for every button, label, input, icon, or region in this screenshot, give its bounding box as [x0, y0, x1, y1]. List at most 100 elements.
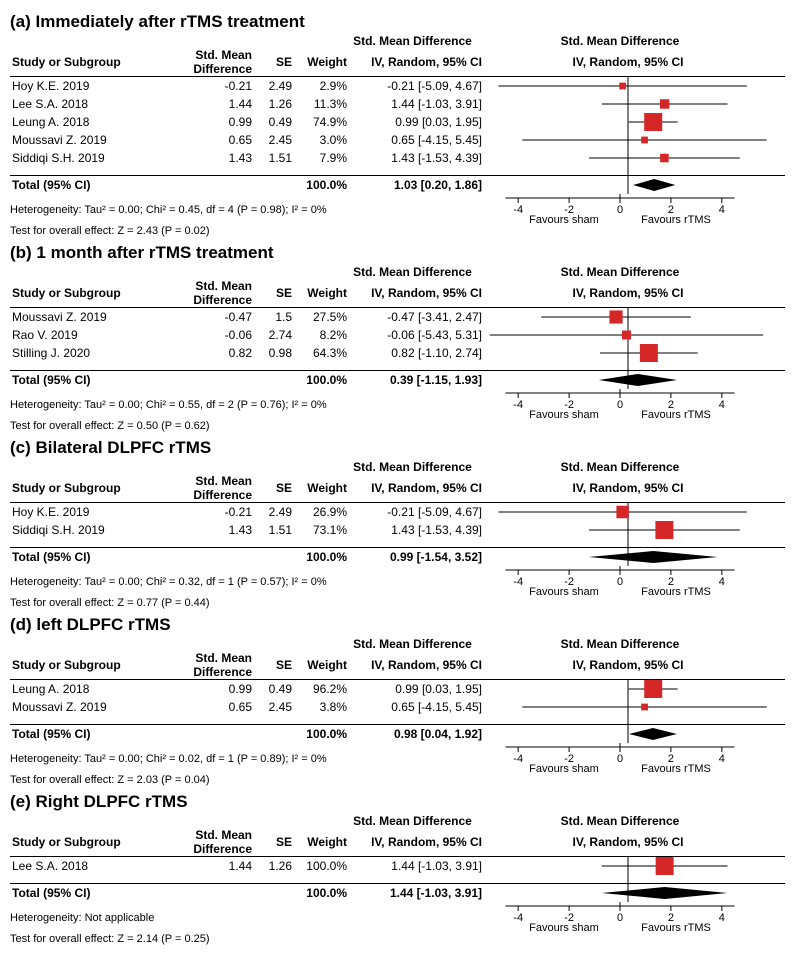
smd-value: -0.06: [142, 328, 252, 342]
study-row: Hoy K.E. 2019 -0.21 2.49 2.9% -0.21 [-5.…: [10, 77, 785, 95]
column-headers: Study or Subgroup Std. Mean Difference S…: [10, 651, 785, 680]
smd-value: 0.82: [142, 346, 252, 360]
study-label: Rao V. 2019: [10, 328, 142, 342]
ci-text: -0.06 [-5.43, 5.31]: [347, 328, 488, 342]
forest-row-plot: [488, 95, 768, 113]
svg-text:4: 4: [719, 204, 725, 216]
se-value: 0.49: [252, 115, 292, 129]
forest-diamond: [488, 176, 768, 194]
se-value: 2.45: [252, 700, 292, 714]
se-value: 2.74: [252, 328, 292, 342]
forest-row-plot: [488, 521, 768, 539]
heterogeneity-row: Heterogeneity: Tau² = 0.00; Chi² = 0.02,…: [10, 743, 785, 773]
total-row: Total (95% CI) 100.0% 0.39 [-1.15, 1.93]: [10, 370, 785, 389]
ci-text: 0.99 [0.03, 1.95]: [347, 682, 488, 696]
svg-text:4: 4: [719, 753, 725, 765]
total-row: Total (95% CI) 100.0% 0.99 [-1.54, 3.52]: [10, 547, 785, 566]
study-row: Rao V. 2019 -0.06 2.74 8.2% -0.06 [-5.43…: [10, 326, 785, 344]
overall-test-row: Test for overall effect: Z = 2.03 (P = 0…: [10, 773, 785, 786]
forest-diamond: [488, 725, 768, 743]
forest-panel-c: (c) Bilateral DLPFC rTMS Std. Mean Diffe…: [10, 438, 785, 609]
weight-value: 2.9%: [292, 79, 347, 93]
smd-value: 0.65: [142, 700, 252, 714]
total-row: Total (95% CI) 100.0% 1.44 [-1.03, 3.91]: [10, 883, 785, 902]
svg-text:-4: -4: [513, 912, 523, 924]
weight-value: 96.2%: [292, 682, 347, 696]
weight-value: 74.9%: [292, 115, 347, 129]
smd-value: 1.43: [142, 151, 252, 165]
svg-text:-4: -4: [513, 576, 523, 588]
study-label: Leung A. 2018: [10, 682, 142, 696]
svg-text:Favours rTMS: Favours rTMS: [641, 214, 711, 224]
weight-value: 3.8%: [292, 700, 347, 714]
forest-row-plot: [488, 113, 768, 131]
smd-value: 1.43: [142, 523, 252, 537]
se-value: 0.49: [252, 682, 292, 696]
spacer-row: [10, 875, 785, 883]
forest-row-plot: [488, 131, 768, 149]
se-value: 0.98: [252, 346, 292, 360]
weight-value: 11.3%: [292, 97, 347, 111]
smd-value: -0.47: [142, 310, 252, 324]
weight-value: 3.0%: [292, 133, 347, 147]
spacer-row: [10, 167, 785, 175]
study-row: Moussavi Z. 2019 0.65 2.45 3.0% 0.65 [-4…: [10, 131, 785, 149]
study-label: Siddiqi S.H. 2019: [10, 151, 142, 165]
column-headers: Study or Subgroup Std. Mean Difference S…: [10, 474, 785, 503]
study-row: Siddiqi S.H. 2019 1.43 1.51 73.1% 1.43 […: [10, 521, 785, 539]
forest-panel-d: (d) left DLPFC rTMS Std. Mean Difference…: [10, 615, 785, 786]
heterogeneity-row: Heterogeneity: Tau² = 0.00; Chi² = 0.45,…: [10, 194, 785, 224]
forest-row-plot: [488, 680, 768, 698]
ci-text: 1.44 [-1.03, 3.91]: [347, 97, 488, 111]
ci-text: 0.65 [-4.15, 5.45]: [347, 700, 488, 714]
se-value: 2.49: [252, 79, 292, 93]
forest-diamond: [488, 371, 768, 389]
study-label: Moussavi Z. 2019: [10, 133, 142, 147]
svg-text:Favours rTMS: Favours rTMS: [641, 409, 711, 419]
se-value: 2.45: [252, 133, 292, 147]
forest-row-plot: [488, 503, 768, 521]
weight-value: 73.1%: [292, 523, 347, 537]
svg-text:Favours sham: Favours sham: [529, 409, 599, 419]
heterogeneity-row: Heterogeneity: Tau² = 0.00; Chi² = 0.55,…: [10, 389, 785, 419]
panel-title: (b) 1 month after rTMS treatment: [10, 243, 785, 263]
ci-text: -0.47 [-3.41, 2.47]: [347, 310, 488, 324]
forest-row-plot: [488, 326, 768, 344]
forest-row-plot: [488, 149, 768, 167]
svg-text:0: 0: [617, 576, 623, 588]
study-label: Siddiqi S.H. 2019: [10, 523, 142, 537]
study-label: Moussavi Z. 2019: [10, 310, 142, 324]
ci-text: 1.43 [-1.53, 4.39]: [347, 151, 488, 165]
ci-text: -0.21 [-5.09, 4.67]: [347, 505, 488, 519]
se-value: 1.5: [252, 310, 292, 324]
overall-test-row: Test for overall effect: Z = 0.50 (P = 0…: [10, 419, 785, 432]
smd-value: 0.99: [142, 682, 252, 696]
column-headers: Study or Subgroup Std. Mean Difference S…: [10, 48, 785, 77]
study-label: Stilling J. 2020: [10, 346, 142, 360]
svg-text:0: 0: [617, 204, 623, 216]
forest-panel-b: (b) 1 month after rTMS treatment Std. Me…: [10, 243, 785, 432]
forest-row-plot: [488, 77, 768, 95]
weight-value: 26.9%: [292, 505, 347, 519]
svg-text:Favours sham: Favours sham: [529, 922, 599, 932]
overall-test-row: Test for overall effect: Z = 2.43 (P = 0…: [10, 224, 785, 237]
total-row: Total (95% CI) 100.0% 0.98 [0.04, 1.92]: [10, 724, 785, 743]
study-label: Moussavi Z. 2019: [10, 700, 142, 714]
se-value: 1.51: [252, 523, 292, 537]
svg-text:0: 0: [617, 753, 623, 765]
spacer-row: [10, 716, 785, 724]
column-superheader: Std. Mean Difference Std. Mean Differenc…: [10, 34, 785, 48]
study-row: Stilling J. 2020 0.82 0.98 64.3% 0.82 [-…: [10, 344, 785, 362]
study-row: Moussavi Z. 2019 0.65 2.45 3.8% 0.65 [-4…: [10, 698, 785, 716]
svg-text:Favours rTMS: Favours rTMS: [641, 922, 711, 932]
weight-value: 27.5%: [292, 310, 347, 324]
study-row: Hoy K.E. 2019 -0.21 2.49 26.9% -0.21 [-5…: [10, 503, 785, 521]
column-headers: Study or Subgroup Std. Mean Difference S…: [10, 279, 785, 308]
panel-title: (e) Right DLPFC rTMS: [10, 792, 785, 812]
total-row: Total (95% CI) 100.0% 1.03 [0.20, 1.86]: [10, 175, 785, 194]
se-value: 2.49: [252, 505, 292, 519]
column-superheader: Std. Mean Difference Std. Mean Differenc…: [10, 460, 785, 474]
forest-diamond: [488, 548, 768, 566]
svg-text:4: 4: [719, 912, 725, 924]
svg-text:-4: -4: [513, 753, 523, 765]
